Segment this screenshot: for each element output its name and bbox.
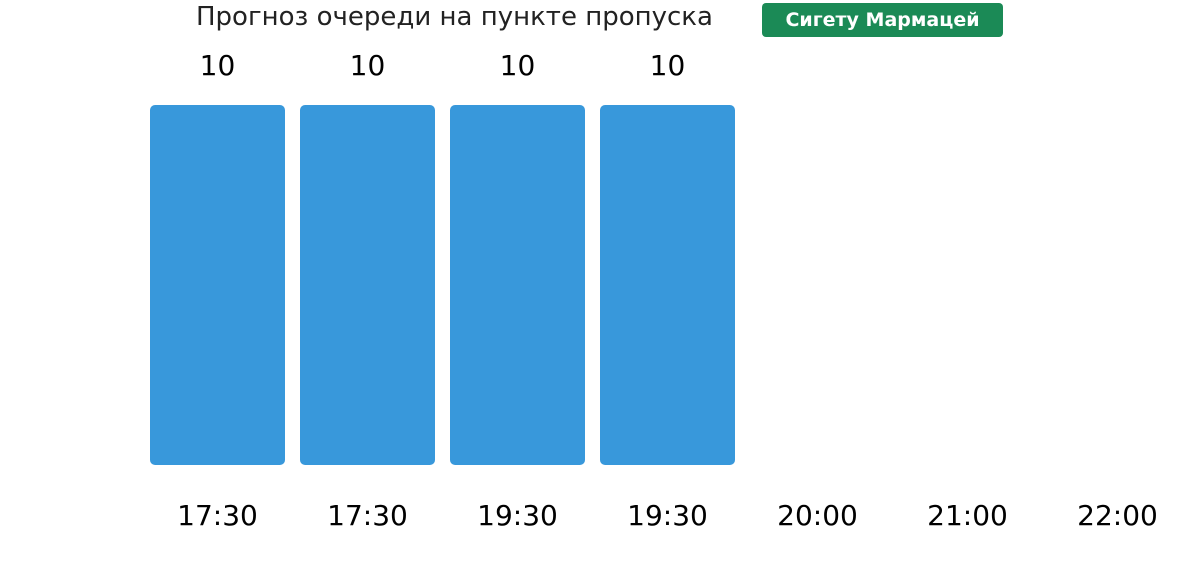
data-label: 10 — [500, 49, 536, 82]
data-label: 10 — [350, 49, 386, 82]
x-tick-label: 22:00 — [1077, 499, 1158, 532]
data-label: 10 — [650, 49, 686, 82]
x-tick-label: 17:30 — [177, 499, 258, 532]
data-label: 10 — [200, 49, 236, 82]
x-tick-label: 20:00 — [777, 499, 858, 532]
chart-header: Прогноз очереди на пункте пропуска Сигет… — [0, 0, 1200, 40]
x-tick-label: 19:30 — [627, 499, 708, 532]
bar — [150, 105, 285, 465]
x-tick-label: 21:00 — [927, 499, 1008, 532]
x-tick-label: 17:30 — [327, 499, 408, 532]
bar — [450, 105, 585, 465]
checkpoint-badge: Сигету Мармацей — [762, 3, 1003, 37]
bar — [300, 105, 435, 465]
bar — [600, 105, 735, 465]
x-tick-label: 19:30 — [477, 499, 558, 532]
chart-title: Прогноз очереди на пункте пропуска — [196, 2, 713, 32]
